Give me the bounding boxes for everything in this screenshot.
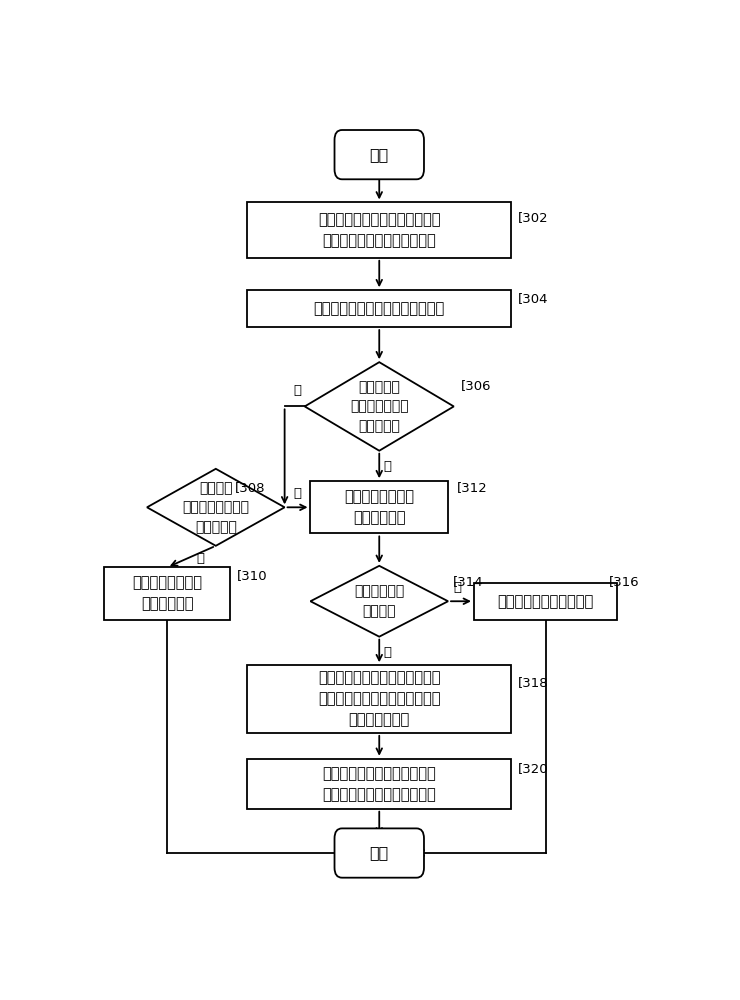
- Bar: [247, 665, 511, 733]
- Text: 判断该应用
程序是否有调用
托盘的权限: 判断该应用 程序是否有调用 托盘的权限: [350, 380, 408, 433]
- Text: [318: [318: [518, 676, 548, 689]
- Text: [312: [312: [457, 481, 488, 494]
- Text: 开始: 开始: [369, 147, 389, 162]
- Text: 否: 否: [454, 581, 462, 594]
- Text: [316: [316: [608, 576, 639, 588]
- Bar: [104, 567, 230, 620]
- Text: [308: [308: [235, 481, 265, 494]
- FancyBboxPatch shape: [334, 130, 424, 179]
- Polygon shape: [147, 469, 285, 546]
- Text: [302: [302: [518, 211, 548, 224]
- Polygon shape: [311, 566, 448, 637]
- Text: 某个应用程序发起调用托盘的请求: 某个应用程序发起调用托盘的请求: [314, 301, 445, 316]
- Bar: [311, 481, 448, 533]
- Polygon shape: [305, 362, 454, 451]
- Text: [314: [314: [453, 576, 483, 588]
- Text: 用户在手机上对各个应用程序是
否有调用托盘的权限进行设置: 用户在手机上对各个应用程序是 否有调用托盘的权限进行设置: [318, 212, 440, 248]
- Text: 是: 是: [294, 487, 301, 500]
- Text: 是: 是: [384, 646, 392, 659]
- Text: [310: [310: [237, 569, 268, 582]
- Text: 根据优先级从高到低的顺序，对
申请调用以及正在调用托盘的应
用程序进行排序: 根据优先级从高到低的顺序，对 申请调用以及正在调用托盘的应 用程序进行排序: [318, 671, 440, 728]
- Text: 否: 否: [294, 384, 302, 397]
- Text: 根据托盘空间的情况，至允许
排序靠前的应用程序调用托盘: 根据托盘空间的情况，至允许 排序靠前的应用程序调用托盘: [323, 766, 436, 802]
- Text: 拒绝该应用程序调
用托盘的请求: 拒绝该应用程序调 用托盘的请求: [132, 576, 202, 612]
- Bar: [474, 583, 617, 620]
- Text: 是: 是: [384, 460, 392, 473]
- Bar: [247, 759, 511, 809]
- Text: [304: [304: [518, 292, 548, 305]
- Bar: [247, 290, 511, 327]
- Bar: [247, 202, 511, 258]
- Text: 否: 否: [196, 552, 204, 565]
- Text: 允许该应用程序调用托盘: 允许该应用程序调用托盘: [497, 594, 593, 609]
- Text: 提示用户
是否允许该应用程
序调用托盘: 提示用户 是否允许该应用程 序调用托盘: [182, 481, 249, 534]
- Text: 判断托盘空间
是否已满: 判断托盘空间 是否已满: [354, 584, 404, 618]
- Text: 通过该应用程序调
用托盘的请求: 通过该应用程序调 用托盘的请求: [344, 489, 414, 525]
- Text: [306: [306: [461, 379, 491, 392]
- Text: 结束: 结束: [369, 846, 389, 861]
- Text: [320: [320: [518, 762, 548, 775]
- FancyBboxPatch shape: [334, 828, 424, 878]
